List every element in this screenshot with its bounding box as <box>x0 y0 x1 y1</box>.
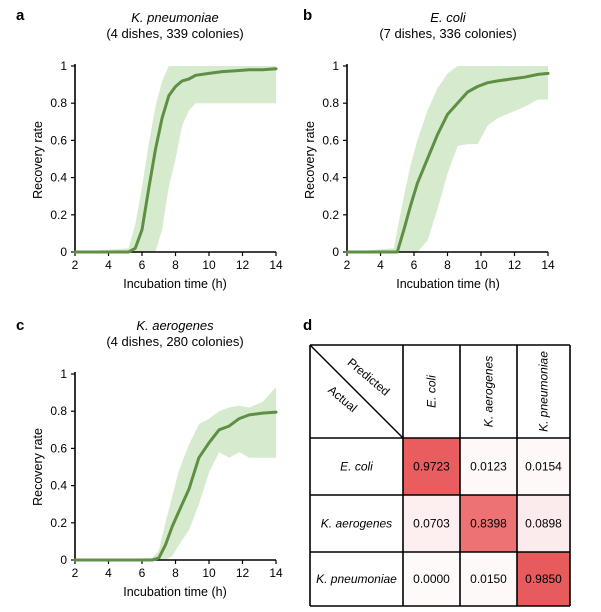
chart-k-aerogenes: K. aerogenes (4 dishes, 280 colonies) In… <box>31 318 283 599</box>
y-tick-label: 0.2 <box>50 208 67 222</box>
corner-diagonal <box>309 344 404 439</box>
panel-letter-c: c <box>16 317 24 334</box>
y-axis-label: Recovery rate <box>31 121 45 199</box>
column-header: K. pneumoniae <box>537 351 551 432</box>
x-tick-label: 8 <box>172 258 179 272</box>
x-axis-label: Incubation time (h) <box>123 277 227 291</box>
y-tick-label: 0.6 <box>50 133 67 147</box>
matrix-cell <box>460 495 517 552</box>
matrix-cell <box>517 495 570 552</box>
y-tick-label: 0.4 <box>50 171 67 185</box>
y-tick-label: 0.8 <box>50 404 67 418</box>
cell-value: 0.8398 <box>470 517 507 531</box>
panel-letter-d: d <box>303 317 312 334</box>
x-tick-label: 10 <box>474 258 488 272</box>
y-tick-label: 0.2 <box>322 208 339 222</box>
x-tick-label: 6 <box>411 258 418 272</box>
corner-predicted-label: Predicted <box>345 355 393 398</box>
matrix-cell <box>517 438 570 495</box>
cell-value: 0.9850 <box>525 572 562 586</box>
confidence-band <box>347 66 548 252</box>
panel-letter-b: b <box>303 7 312 24</box>
matrix-cell <box>460 552 517 606</box>
x-tick-label: 8 <box>172 566 179 580</box>
y-axis-label: Recovery rate <box>31 428 45 506</box>
y-tick-label: 0.6 <box>50 441 67 455</box>
chart-subtitle: (7 dishes, 336 colonies) <box>379 26 516 41</box>
row-header: K. aerogenes <box>321 517 392 531</box>
cell-value: 0.0154 <box>525 460 562 474</box>
matrix-cell <box>460 438 517 495</box>
chart-k-pneumoniae: K. pneumoniae (4 dishes, 339 colonies) I… <box>31 10 283 291</box>
matrix-cell <box>403 438 460 495</box>
panel-letter-a: a <box>16 7 25 24</box>
chart-title: K. pneumoniae <box>131 10 218 25</box>
x-tick-label: 2 <box>72 566 79 580</box>
matrix-cell <box>517 552 570 606</box>
y-tick-label: 0.8 <box>322 96 339 110</box>
x-axis-label: Incubation time (h) <box>123 585 227 599</box>
confidence-band <box>75 387 276 560</box>
x-axis-label: Incubation time (h) <box>396 277 500 291</box>
x-tick-label: 14 <box>541 258 555 272</box>
y-tick-label: 1 <box>60 367 67 381</box>
y-axis-label: Recovery rate <box>303 121 317 199</box>
y-tick-label: 0.4 <box>322 171 339 185</box>
x-tick-label: 10 <box>202 258 216 272</box>
cell-value: 0.0703 <box>413 517 450 531</box>
x-tick-label: 2 <box>72 258 79 272</box>
y-tick-label: 1 <box>332 59 339 73</box>
recovery-rate-line <box>73 67 278 254</box>
recovery-rate-line <box>345 71 550 254</box>
x-tick-label: 4 <box>105 566 112 580</box>
y-tick-label: 0.6 <box>322 133 339 147</box>
x-tick-label: 12 <box>236 258 250 272</box>
cell-value: 0.9723 <box>413 460 450 474</box>
chart-subtitle: (4 dishes, 280 colonies) <box>106 334 243 349</box>
confusion-matrix: Predicted Actual E. coli K. aerogenes K. p… <box>309 344 571 607</box>
x-tick-label: 10 <box>202 566 216 580</box>
y-tick-label: 0 <box>60 553 67 567</box>
x-tick-label: 14 <box>269 258 283 272</box>
chart-subtitle: (4 dishes, 339 colonies) <box>106 26 243 41</box>
cell-value: 0.0000 <box>413 572 450 586</box>
row-header: K. pneumoniae <box>316 572 397 586</box>
y-tick-label: 0 <box>332 245 339 259</box>
x-tick-label: 2 <box>344 258 351 272</box>
y-tick-label: 0.8 <box>50 96 67 110</box>
column-header: E. coli <box>425 375 439 408</box>
confidence-band <box>75 66 276 252</box>
y-tick-label: 0 <box>60 245 67 259</box>
y-tick-label: 1 <box>60 59 67 73</box>
x-tick-label: 12 <box>236 566 250 580</box>
y-tick-label: 0.4 <box>50 479 67 493</box>
cell-value: 0.0150 <box>470 572 507 586</box>
x-tick-label: 6 <box>139 566 146 580</box>
cell-value: 0.0123 <box>470 460 507 474</box>
chart-e-coli: E. coli (7 dishes, 336 colonies) Incubat… <box>303 10 555 291</box>
chart-title: K. aerogenes <box>136 318 214 333</box>
x-tick-label: 4 <box>105 258 112 272</box>
matrix-cell <box>403 495 460 552</box>
x-tick-label: 14 <box>269 566 283 580</box>
cell-value: 0.0898 <box>525 517 562 531</box>
column-header: K. aerogenes <box>482 356 496 427</box>
recovery-rate-line <box>73 410 278 562</box>
x-tick-label: 4 <box>377 258 384 272</box>
chart-title: E. coli <box>430 10 467 25</box>
y-tick-label: 0.2 <box>50 516 67 530</box>
corner-actual-label: Actual <box>325 383 360 415</box>
x-tick-label: 6 <box>139 258 146 272</box>
x-tick-label: 8 <box>444 258 451 272</box>
row-header: E. coli <box>340 460 373 474</box>
x-tick-label: 12 <box>508 258 522 272</box>
